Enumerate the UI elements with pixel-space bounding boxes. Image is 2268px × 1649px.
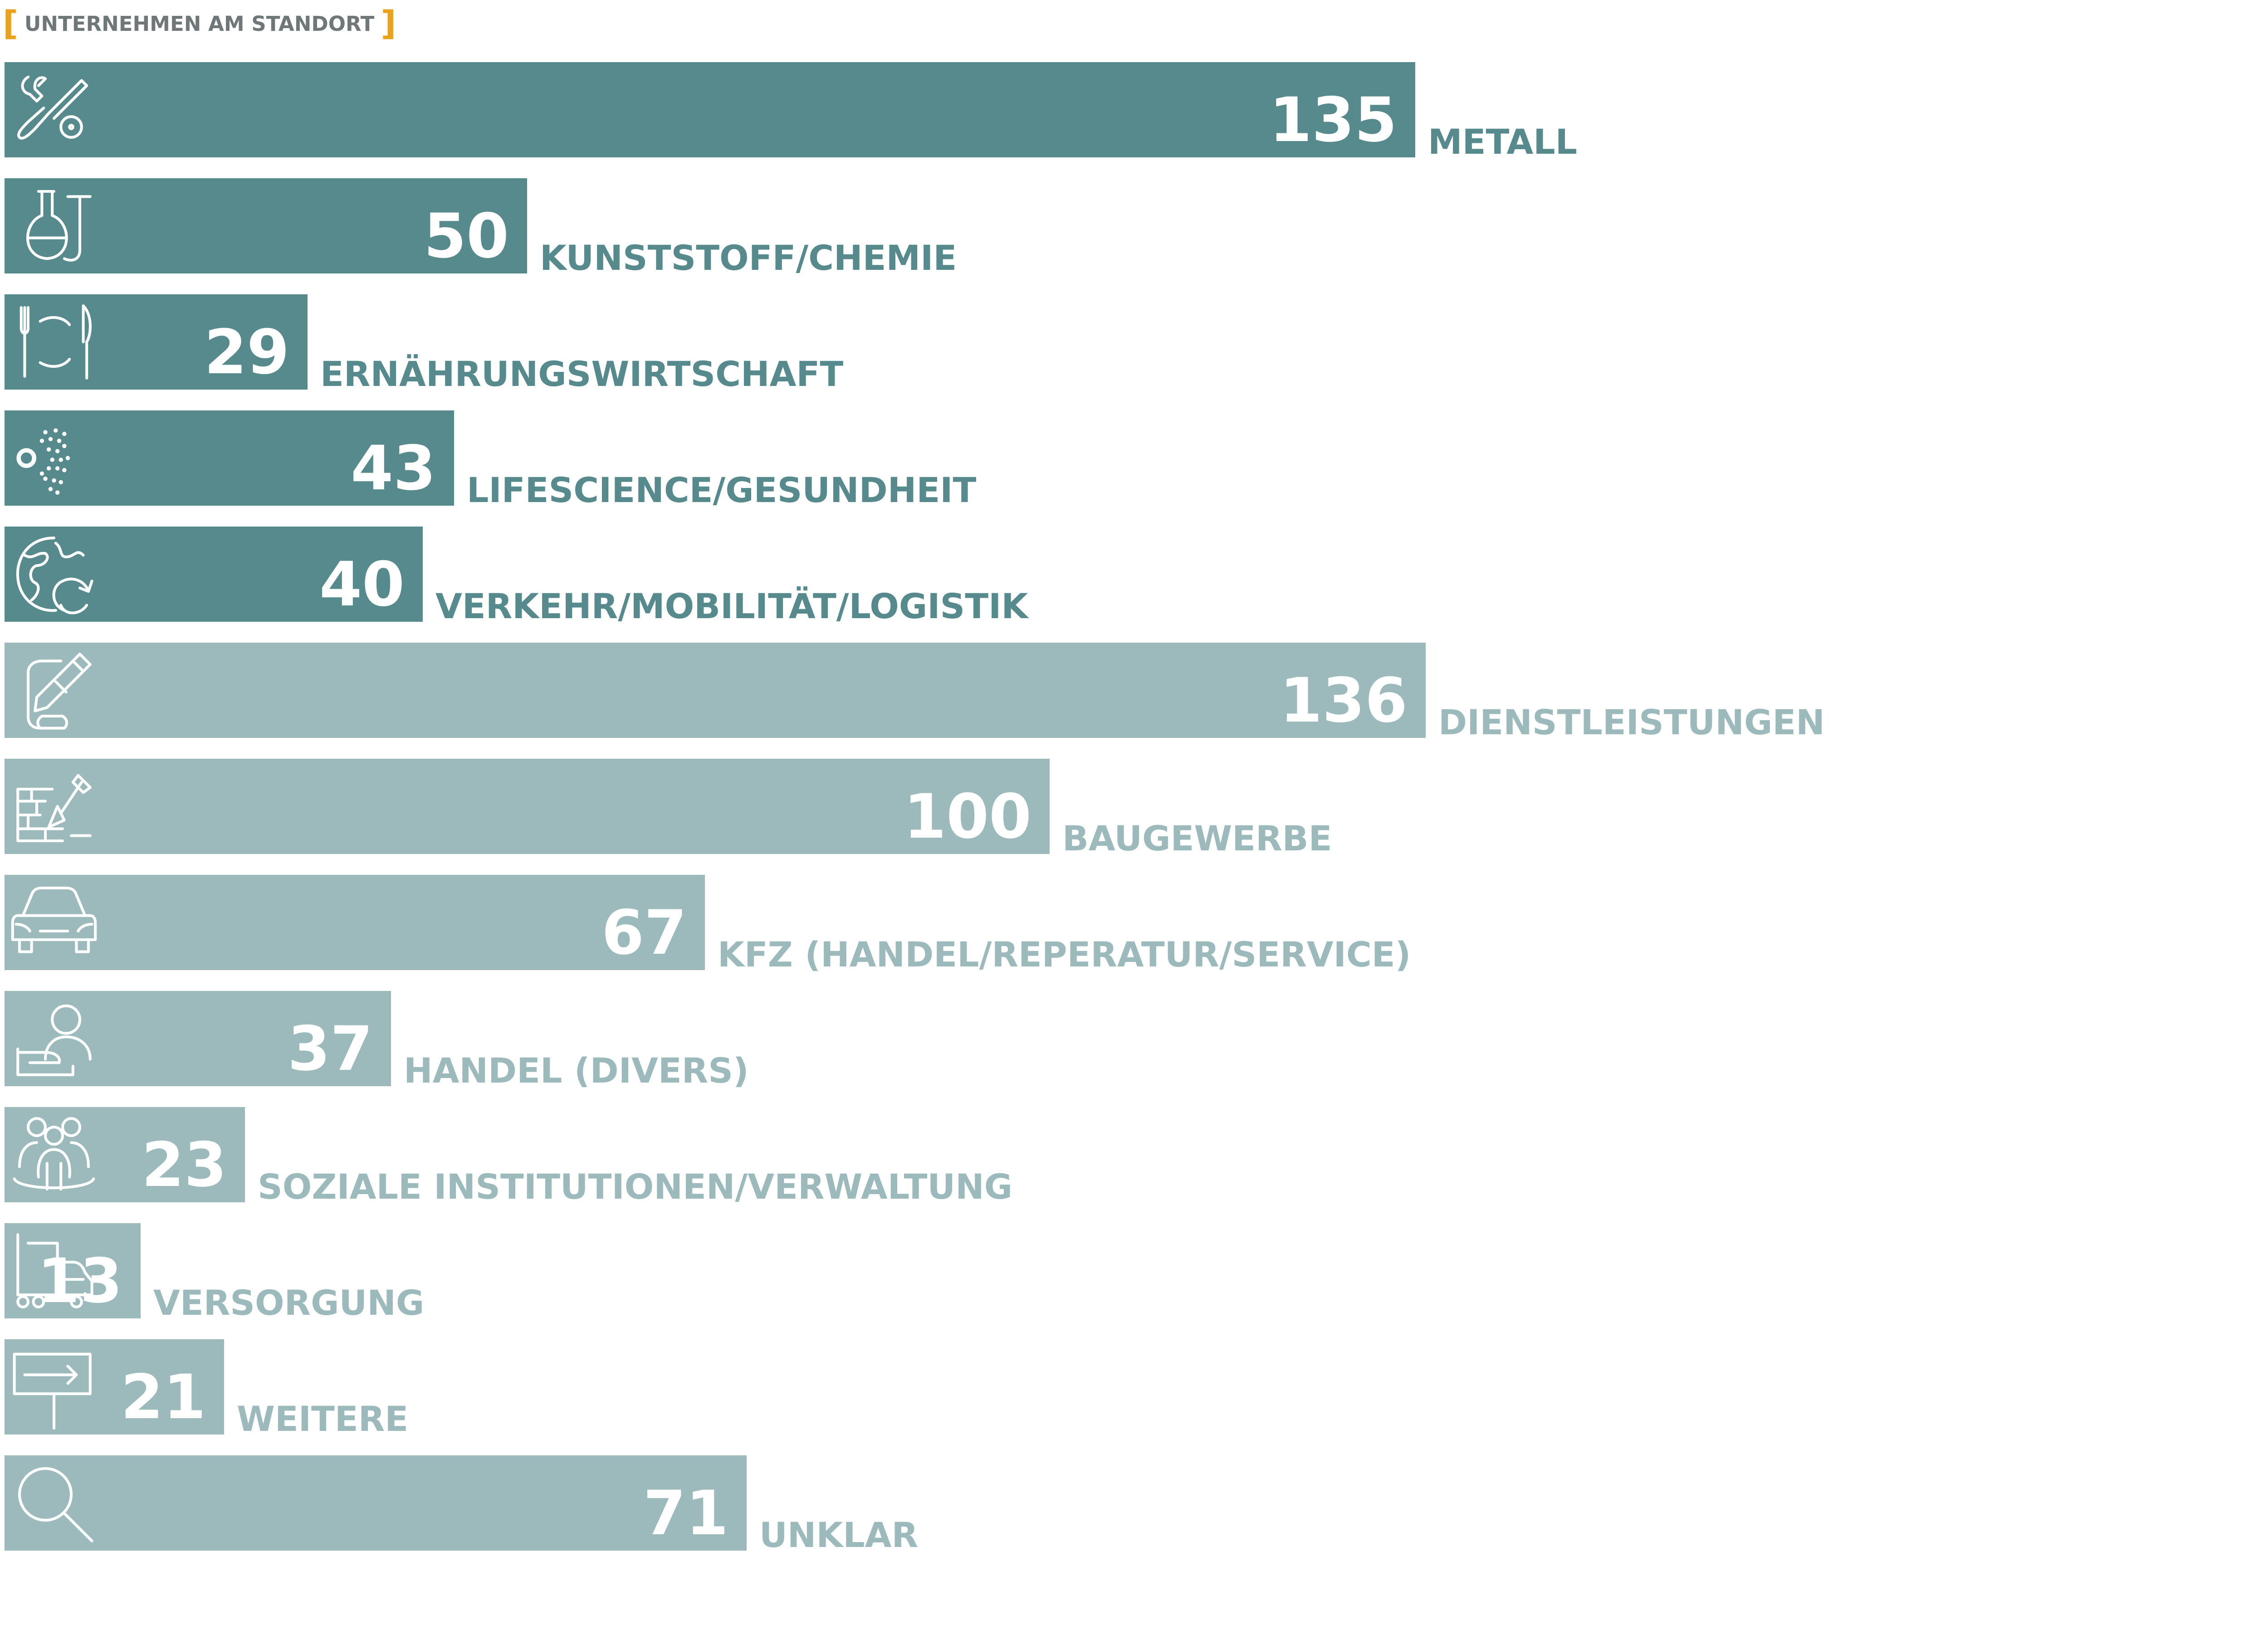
bar-kfz-handel-reperatur-service <box>5 875 705 970</box>
bar-metall <box>5 62 1415 157</box>
value-label-verkehr-mobilitaet-logistik: 40 <box>319 549 405 620</box>
bar-ernaehrungswirtschaft <box>5 294 308 390</box>
category-label-soziale-institutionen-verwaltung: SOZIALE INSTITUTIONEN/VERWALTUNG <box>258 1166 1013 1207</box>
category-label-baugewerbe: BAUGEWERBE <box>1062 818 1332 859</box>
document-pen-icon <box>26 653 92 730</box>
bar-unklar <box>5 1455 747 1551</box>
magnifier-icon <box>18 1467 93 1542</box>
category-label-kfz-handel-reperatur-service: KFZ (HANDEL/REPERATUR/SERVICE) <box>718 934 1411 975</box>
plate-cutlery-icon <box>20 304 92 380</box>
wrench-screwdriver-icon <box>17 75 88 140</box>
value-label-weitere: 21 <box>121 1361 206 1433</box>
dna-dots-icon <box>16 428 70 495</box>
bar-verkehr-mobilitaet-logistik <box>5 527 423 622</box>
title-bracket-right: ] <box>381 4 396 43</box>
bar-baugewerbe <box>5 759 1050 854</box>
bar-dienstleistungen <box>5 643 1426 738</box>
globe-arrows-icon <box>16 537 93 615</box>
value-label-soziale-institutionen-verwaltung: 23 <box>142 1129 227 1200</box>
group-people-icon <box>13 1117 95 1191</box>
value-label-handel-divers: 37 <box>288 1013 373 1084</box>
brick-trowel-icon <box>16 774 92 843</box>
flask-icon <box>26 190 92 262</box>
title-bracket-left: [ <box>3 4 18 43</box>
category-label-versorgung: VERSORGUNG <box>153 1283 425 1323</box>
value-label-lifescience-gesundheit: 43 <box>351 433 436 504</box>
value-label-metall: 135 <box>1269 84 1397 156</box>
value-label-unklar: 71 <box>643 1478 728 1549</box>
truck-icon <box>16 1233 93 1308</box>
bar-lifescience-gesundheit <box>5 410 454 506</box>
category-label-handel-divers: HANDEL (DIVERS) <box>404 1050 749 1091</box>
category-label-ernaehrungswirtschaft: ERNÄHRUNGSWIRTSCHAFT <box>320 354 844 394</box>
value-label-versorgung: 13 <box>37 1245 122 1317</box>
value-label-dienstleistungen: 136 <box>1280 665 1408 736</box>
category-label-metall: METALL <box>1428 122 1578 162</box>
value-label-baugewerbe: 100 <box>904 781 1031 852</box>
value-label-kunststoff-chemie: 50 <box>424 200 509 272</box>
category-label-unklar: UNKLAR <box>759 1515 918 1555</box>
category-label-lifescience-gesundheit: LIFESCIENCE/GESUNDHEIT <box>467 470 977 510</box>
chart-title-text: UNTERNEHMEN AM STANDORT <box>24 11 375 36</box>
person-hand-icon <box>16 1004 92 1076</box>
category-label-weitere: WEITERE <box>237 1399 409 1439</box>
chart-title: [ UNTERNEHMEN AM STANDORT ] <box>3 5 396 42</box>
signpost-icon <box>13 1352 92 1430</box>
bar-kunststoff-chemie <box>5 178 527 273</box>
car-icon <box>11 886 97 953</box>
category-label-verkehr-mobilitaet-logistik: VERKEHR/MOBILITÄT/LOGISTIK <box>435 586 1028 626</box>
category-label-kunststoff-chemie: KUNSTSTOFF/CHEMIE <box>540 238 957 278</box>
category-label-dienstleistungen: DIENSTLEISTUNGEN <box>1438 702 1825 742</box>
value-label-kfz-handel-reperatur-service: 67 <box>601 897 687 968</box>
value-label-ernaehrungswirtschaft: 29 <box>204 317 289 388</box>
